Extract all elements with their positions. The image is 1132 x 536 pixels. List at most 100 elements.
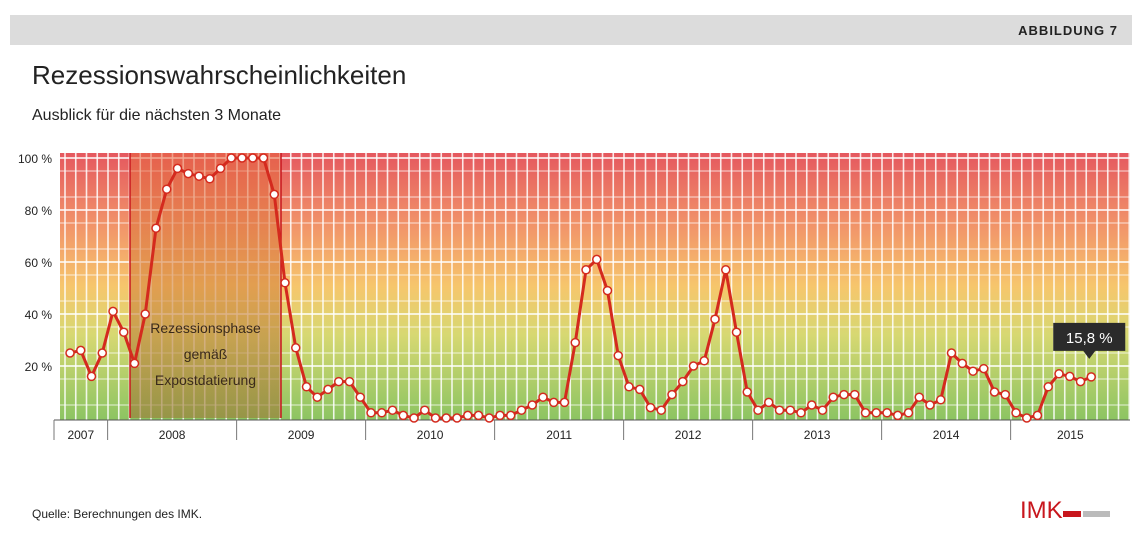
data-point (624, 382, 634, 392)
data-point (151, 223, 161, 233)
data-point (409, 413, 419, 423)
data-point (248, 153, 258, 163)
logo-bar (1063, 511, 1081, 517)
annotation: Expostdatierung (155, 372, 256, 388)
x-tick-label: 2009 (288, 428, 315, 442)
data-point (764, 397, 774, 408)
data-point (742, 387, 752, 397)
data-point (774, 405, 785, 415)
data-point (925, 400, 935, 410)
logo: IMK (1020, 497, 1063, 524)
data-point (785, 405, 795, 415)
x-tick-label: 2014 (933, 428, 960, 442)
data-point (334, 376, 344, 387)
data-point (473, 410, 484, 421)
data-point (581, 265, 591, 275)
data-point (688, 361, 699, 371)
data-point (559, 397, 570, 408)
data-point (946, 348, 957, 358)
data-point (893, 410, 903, 421)
data-point (162, 184, 172, 194)
data-point (602, 285, 613, 296)
data-point (796, 408, 806, 418)
y-tick-label: 60 % (25, 256, 53, 270)
data-point (979, 363, 989, 374)
data-point (538, 392, 548, 402)
source: Quelle: Berechnungen des IMK. (32, 507, 202, 521)
recession-area (130, 153, 281, 418)
data-point (731, 327, 742, 337)
data-point (1000, 389, 1010, 400)
data-point (323, 384, 333, 395)
data-point (721, 265, 731, 275)
data-point (366, 408, 376, 418)
data-point (215, 163, 226, 174)
data-point (710, 314, 720, 324)
data-point (549, 397, 559, 408)
data-point (226, 153, 236, 163)
data-point (344, 376, 355, 387)
data-point (237, 153, 247, 163)
x-tick-label: 2011 (546, 428, 572, 442)
data-point (129, 358, 140, 369)
data-point (452, 413, 462, 423)
y-tick-label: 100 % (18, 152, 52, 166)
data-point (753, 405, 763, 415)
chart-title: Rezessionswahrscheinlichkeiten (32, 60, 406, 90)
data-point (903, 408, 914, 418)
data-point (140, 309, 150, 319)
data-point (645, 402, 656, 413)
data-point (172, 163, 183, 174)
data-point (850, 389, 860, 400)
data-point (312, 392, 322, 402)
data-point (398, 410, 408, 421)
logo-bar (1083, 511, 1110, 517)
data-point (108, 306, 118, 317)
data-point (86, 371, 97, 382)
data-point (1075, 376, 1086, 387)
y-tick-label: 20 % (25, 360, 53, 374)
data-point (989, 387, 1000, 397)
data-point (1043, 382, 1053, 392)
header: ABBILDUNG 7 (1018, 23, 1118, 38)
data-point (871, 408, 881, 418)
data-point (570, 337, 580, 348)
annotation: gemäß (184, 346, 228, 362)
y-tick-label: 40 % (25, 308, 53, 322)
data-point (613, 350, 623, 361)
x-tick-label: 2007 (67, 428, 94, 442)
data-point (592, 254, 602, 265)
header-bar (10, 15, 1132, 45)
callout-box (1053, 322, 1126, 359)
data-point (258, 153, 269, 163)
y-tick-label: 80 % (25, 204, 53, 218)
data-point (1054, 369, 1064, 379)
data-point (76, 345, 86, 356)
data-point (377, 408, 387, 418)
data-point (430, 413, 441, 423)
x-tick-label: 2013 (804, 428, 831, 442)
data-point (355, 392, 365, 402)
data-point (1011, 408, 1021, 418)
data-point (1065, 371, 1075, 382)
data-point (1032, 410, 1043, 421)
data-point (828, 392, 838, 402)
data-point (420, 405, 430, 415)
data-point (914, 392, 924, 402)
data-point (495, 410, 505, 421)
data-point (527, 400, 537, 410)
data-point (656, 405, 666, 415)
data-point (516, 405, 527, 415)
data-point (882, 408, 892, 418)
data-point (957, 358, 967, 369)
data-point (817, 405, 828, 415)
x-tick-label: 2012 (675, 428, 702, 442)
data-point (484, 413, 494, 423)
data-point (506, 410, 516, 421)
data-point (1086, 372, 1096, 382)
data-point (635, 384, 645, 395)
data-point (699, 356, 709, 366)
data-point (194, 171, 204, 181)
data-point (807, 400, 817, 410)
